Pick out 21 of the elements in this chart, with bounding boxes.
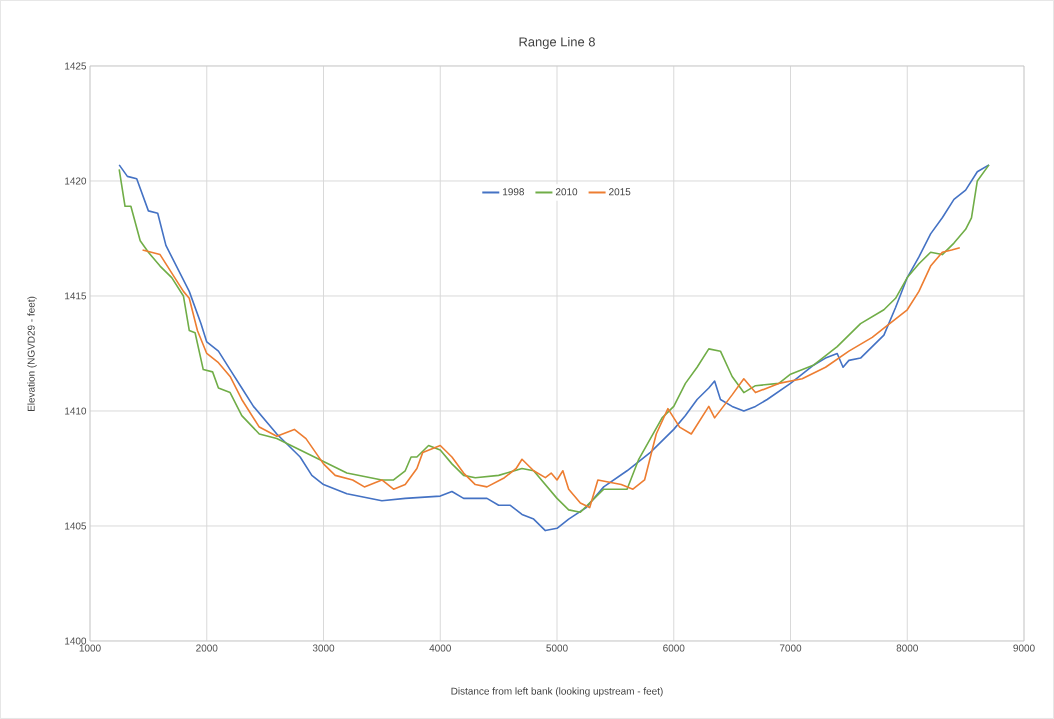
y-tick-label: 1420 bbox=[65, 177, 87, 185]
chart-title: Range Line 8 bbox=[519, 36, 595, 50]
x-tick-label: 6000 bbox=[663, 644, 685, 652]
x-axis-title: Distance from left bank (looking upstream - feet) bbox=[451, 687, 663, 697]
legend-label: 2015 bbox=[609, 188, 631, 196]
x-tick-label: 7000 bbox=[779, 644, 802, 652]
x-tick-label: 9000 bbox=[1013, 644, 1035, 652]
x-tick-label: 3000 bbox=[312, 644, 335, 652]
legend-label: 2010 bbox=[555, 188, 578, 196]
y-tick-label: 1405 bbox=[65, 522, 87, 530]
x-tick-label: 4000 bbox=[429, 644, 451, 652]
y-tick-label: 1400 bbox=[65, 637, 87, 645]
x-tick-label: 1000 bbox=[79, 644, 101, 652]
y-axis-title: Elevation (NGVD29 - feet) bbox=[27, 296, 37, 412]
x-tick-label: 8000 bbox=[896, 644, 918, 652]
y-tick-label: 1425 bbox=[65, 62, 87, 70]
y-tick-label: 1410 bbox=[65, 407, 87, 415]
x-tick-label: 2000 bbox=[196, 644, 218, 652]
legend-label: 1998 bbox=[503, 188, 524, 196]
y-tick-label: 1415 bbox=[65, 292, 87, 300]
x-tick-label: 5000 bbox=[546, 644, 568, 652]
